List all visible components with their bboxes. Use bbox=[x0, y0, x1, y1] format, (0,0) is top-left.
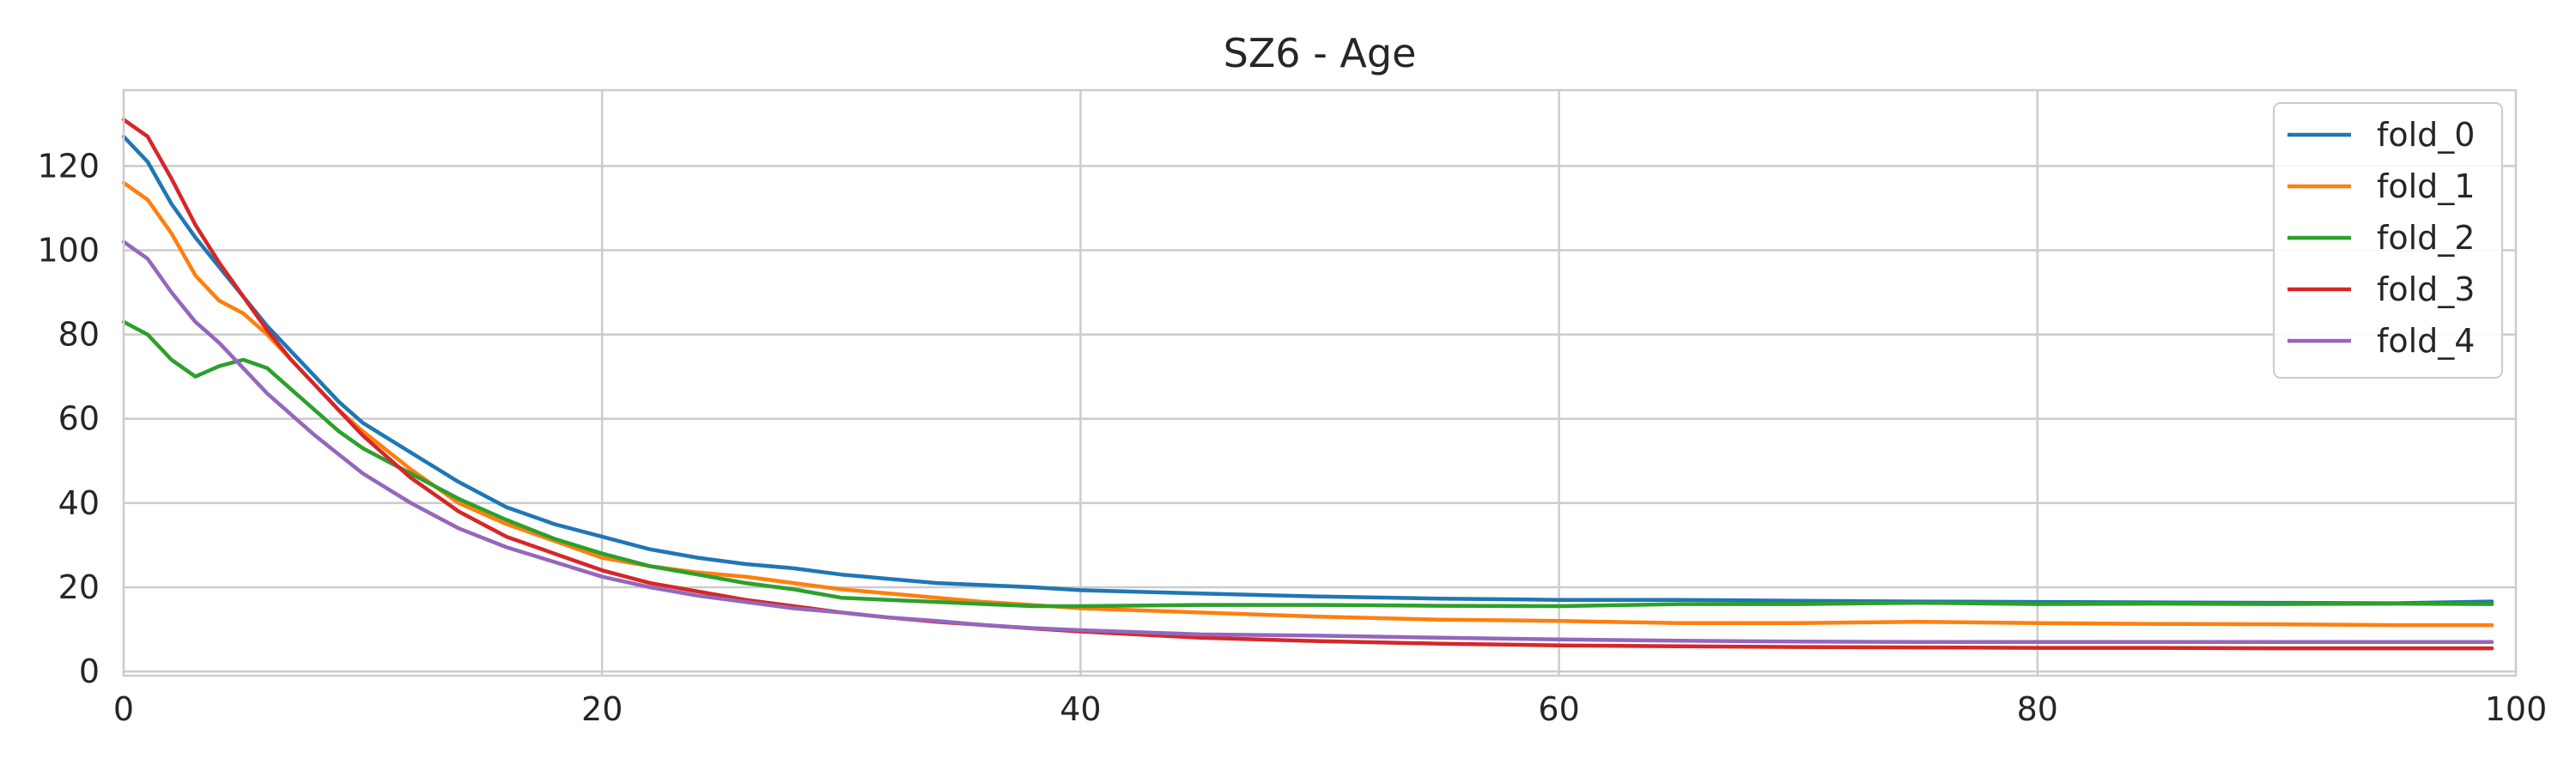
legend-label-fold_1: fold_1 bbox=[2377, 167, 2475, 205]
legend: fold_0 fold_1 fold_2 fold_3 fold_4 bbox=[2273, 102, 2503, 379]
x-tick-label: 20 bbox=[581, 690, 623, 728]
series-lines bbox=[121, 118, 2494, 651]
series-line-fold_4 bbox=[121, 240, 2494, 644]
y-tick-label: 40 bbox=[58, 484, 100, 522]
series-line-fold_1 bbox=[121, 180, 2494, 628]
series-line-fold_2 bbox=[121, 319, 2494, 609]
legend-label-fold_2: fold_2 bbox=[2377, 219, 2475, 257]
axis-tick-labels: 0 20 40 60 80 100 0 20 40 60 80 100 120 bbox=[37, 147, 2547, 728]
legend-label-fold_3: fold_3 bbox=[2377, 270, 2475, 308]
y-tick-label: 120 bbox=[37, 147, 100, 185]
y-tick-label: 100 bbox=[37, 231, 100, 269]
x-tick-label: 40 bbox=[1060, 690, 1101, 728]
y-tick-label: 80 bbox=[58, 316, 100, 354]
chart-title: SZ6 - Age bbox=[1224, 30, 1417, 76]
x-tick-label: 0 bbox=[113, 690, 134, 728]
series-line-fold_0 bbox=[121, 134, 2494, 605]
y-tick-label: 20 bbox=[58, 568, 100, 606]
x-tick-label: 80 bbox=[2017, 690, 2058, 728]
x-tick-label: 60 bbox=[1538, 690, 1579, 728]
series-line-fold_3 bbox=[121, 118, 2494, 651]
legend-label-fold_4: fold_4 bbox=[2377, 322, 2475, 360]
y-tick-label: 0 bbox=[79, 653, 100, 690]
legend-label-fold_0: fold_0 bbox=[2377, 116, 2475, 154]
grid-lines bbox=[124, 90, 2516, 676]
legend-box bbox=[2273, 102, 2503, 379]
plot-frame bbox=[122, 88, 2518, 677]
y-tick-label: 60 bbox=[58, 400, 100, 438]
x-tick-label: 100 bbox=[2485, 690, 2548, 728]
